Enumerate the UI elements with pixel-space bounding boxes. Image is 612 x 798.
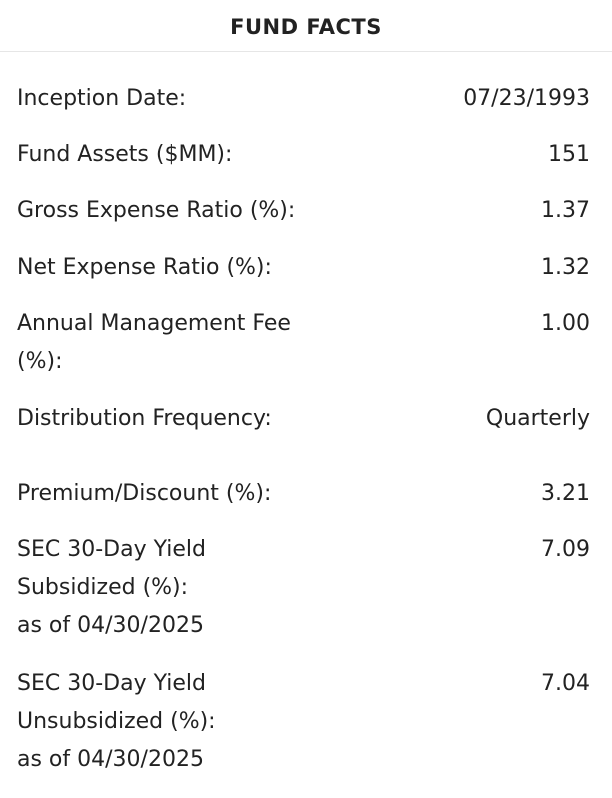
fact-label-line: SEC 30-Day Yield [17, 537, 206, 562]
fact-label: Net Expense Ratio (%): [17, 249, 347, 287]
fact-label: SEC 30-Day Yield Subsidized (%): as of 0… [17, 531, 347, 645]
fact-value: 1.37 [541, 198, 590, 223]
fact-label-line: Net Expense Ratio (%): [17, 255, 272, 280]
fact-label: Fund Assets ($MM): [17, 136, 347, 174]
fact-label-line: Fund Assets ($MM): [17, 142, 233, 167]
fact-value: 7.09 [541, 537, 590, 562]
fact-label: Annual Management Fee (%): [17, 305, 347, 381]
fact-label-line: Subsidized (%): [17, 575, 189, 600]
fact-label-line: Distribution Frequency: [17, 406, 272, 431]
fact-label-line: Gross Expense Ratio (%): [17, 198, 296, 223]
fact-label-line: (%): [17, 349, 63, 374]
fact-value: 151 [548, 142, 590, 167]
fact-label-line: Annual Management Fee [17, 311, 291, 336]
fact-value: 3.21 [541, 481, 590, 506]
fact-value: 1.00 [541, 311, 590, 336]
fact-value: 07/23/1993 [463, 86, 590, 111]
fund-facts-header: FUND FACTS [0, 0, 612, 52]
fact-value: 1.32 [541, 255, 590, 280]
fact-value: Quarterly [485, 406, 590, 431]
fact-label-line: as of 04/30/2025 [17, 747, 204, 772]
page-title: FUND FACTS [230, 14, 382, 39]
fact-label-line: Unsubsidized (%): [17, 709, 216, 734]
fact-value: 7.04 [541, 671, 590, 696]
fact-label: Gross Expense Ratio (%): [17, 192, 347, 230]
fact-label: Premium/Discount (%): [17, 475, 347, 513]
fact-label-line: SEC 30-Day Yield [17, 671, 206, 696]
fact-label: Inception Date: [17, 80, 347, 118]
fact-label: SEC 30-Day Yield Unsubsidized (%): as of… [17, 665, 347, 779]
fact-label-line: Premium/Discount (%): [17, 481, 272, 506]
fact-label-line: Inception Date: [17, 86, 187, 111]
fact-label-line: as of 04/30/2025 [17, 613, 204, 638]
fact-label: Distribution Frequency: [17, 400, 347, 438]
